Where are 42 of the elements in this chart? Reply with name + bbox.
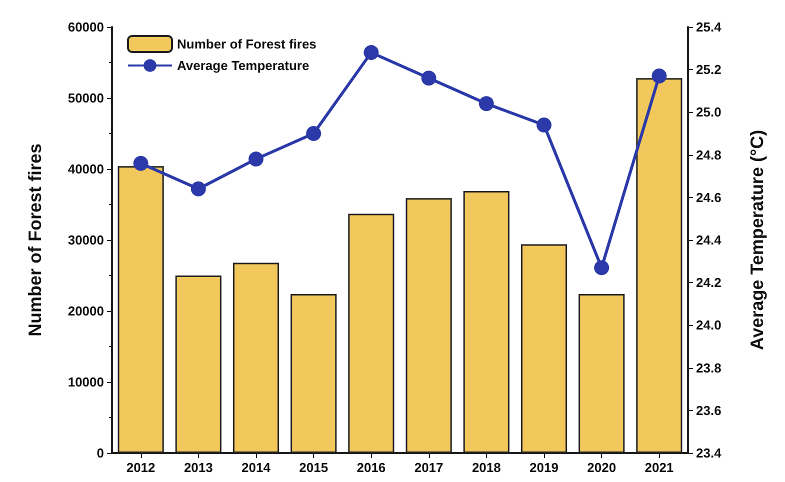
x-tick-label: 2015 [299, 460, 328, 475]
y2-tick-label: 25.2 [696, 62, 722, 78]
point [190, 181, 206, 196]
x-tick-label: 2014 [242, 460, 272, 475]
y2-tick-label: 24.2 [696, 275, 722, 290]
x-tick-label: 2020 [587, 460, 616, 475]
y2-tick-label: 25.0 [696, 104, 722, 120]
y2-tick-label: 24.8 [696, 147, 722, 162]
y2-axis-title: Average Temperature (°C) [747, 130, 767, 350]
y-tick-label: 40000 [68, 162, 104, 176]
y2-tick-label: 23.6 [696, 402, 722, 418]
legend-label: Number of Forest fires [177, 36, 316, 52]
y-tick-label: 30000 [68, 232, 104, 248]
point [133, 156, 148, 171]
x-tick-label: 2013 [184, 460, 213, 475]
x-tick-label: 2021 [644, 460, 674, 475]
y2-tick-label: 23.8 [696, 360, 722, 376]
y-tick-label: 0 [96, 446, 104, 460]
x-tick-label: 2018 [472, 460, 501, 475]
y-tick-label: 20000 [68, 304, 104, 318]
point [652, 68, 667, 84]
point [421, 70, 436, 86]
y2-tick-label: 25.4 [696, 20, 722, 34]
point [536, 117, 552, 132]
legend-label: Average Temperature [177, 58, 310, 73]
y-axis-title: Number of Forest fires [25, 143, 45, 337]
x-tick-label: 2012 [126, 460, 156, 475]
y-tick-label: 60000 [68, 20, 104, 34]
y-tick-label: 50000 [68, 90, 104, 106]
point [478, 96, 494, 112]
point [306, 126, 322, 141]
point [248, 152, 264, 167]
x-tick-label: 2019 [530, 460, 558, 475]
y2-tick-label: 23.4 [696, 446, 722, 460]
y2-tick-label: 24.0 [696, 318, 722, 333]
x-tick-label: 2016 [356, 460, 386, 475]
y2-tick-label: 24.4 [696, 232, 722, 248]
y2-tick-label: 24.6 [696, 190, 722, 205]
point [594, 260, 610, 276]
x-tick-label: 2017 [414, 460, 444, 475]
point [364, 45, 379, 60]
y-tick-label: 10000 [68, 374, 104, 390]
